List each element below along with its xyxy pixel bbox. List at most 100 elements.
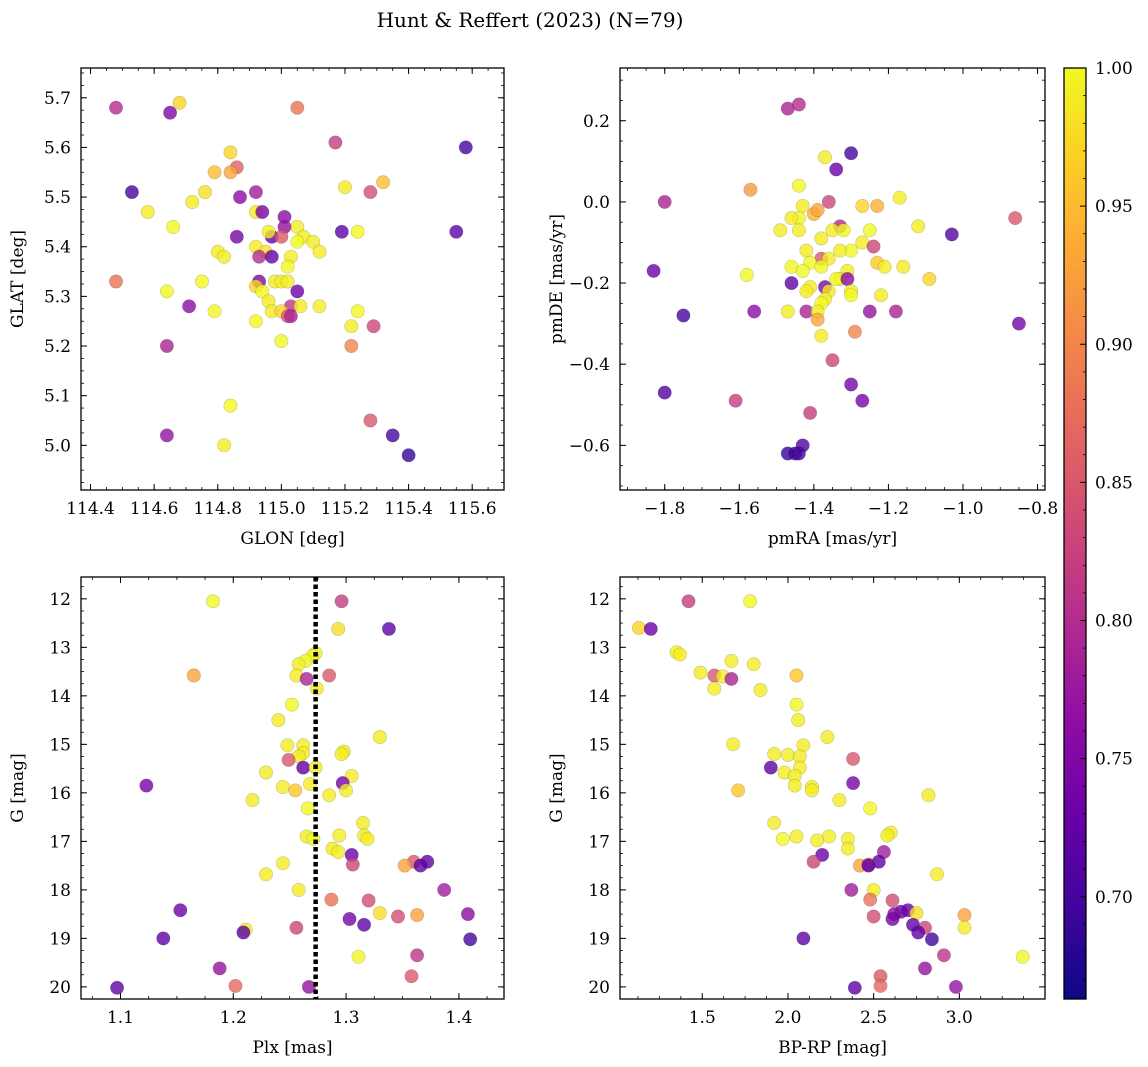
scatter-point bbox=[707, 681, 722, 696]
scatter-point bbox=[873, 978, 888, 993]
y-tick-label: 5.0 bbox=[44, 436, 71, 456]
scatter-point bbox=[795, 263, 810, 278]
scatter-point bbox=[657, 194, 672, 209]
scatter-point bbox=[631, 620, 646, 635]
scatter-point bbox=[799, 284, 814, 299]
scatter-point bbox=[789, 668, 804, 683]
scatter-point bbox=[892, 190, 907, 205]
y-tick-label: 12 bbox=[49, 590, 71, 610]
colorbar-frame bbox=[1063, 67, 1087, 1000]
colorbar-tick-label: 0.90 bbox=[1095, 335, 1133, 355]
scatter-point bbox=[261, 224, 276, 239]
scatter-point bbox=[228, 978, 243, 993]
scatter-point bbox=[911, 219, 926, 234]
x-tick-label: 115.0 bbox=[257, 499, 306, 519]
scatter-point bbox=[820, 730, 835, 745]
scatter-point bbox=[1008, 211, 1023, 226]
scatter-point bbox=[676, 308, 691, 323]
scatter-point bbox=[140, 205, 155, 220]
x-tick-label: 1.2 bbox=[220, 1008, 247, 1028]
scatter-point bbox=[312, 244, 327, 259]
scatter-point bbox=[1015, 949, 1030, 964]
scatter-point bbox=[817, 150, 832, 165]
y-axis-label: pmDE [mas/yr] bbox=[547, 214, 567, 344]
y-tick-label: 5.2 bbox=[44, 337, 71, 357]
x-tick-label: 2.0 bbox=[774, 1008, 801, 1028]
scatter-point bbox=[372, 906, 387, 921]
scatter-point bbox=[334, 224, 349, 239]
scatter-point bbox=[337, 180, 352, 195]
scatter-point bbox=[747, 304, 762, 319]
scatter-point bbox=[957, 908, 972, 923]
scatter-point bbox=[322, 668, 337, 683]
scatter-point bbox=[198, 185, 213, 200]
scatter-point bbox=[789, 697, 804, 712]
scatter-point bbox=[288, 783, 303, 798]
scatter-point bbox=[806, 854, 821, 869]
scatter-point bbox=[355, 815, 370, 830]
scatter-point bbox=[173, 903, 188, 918]
scatter-point bbox=[186, 668, 201, 683]
scatter-point bbox=[846, 776, 861, 791]
scatter-point bbox=[334, 594, 349, 609]
y-tick-label: 18 bbox=[49, 881, 71, 901]
scatter-point bbox=[862, 223, 877, 238]
scatter-point bbox=[836, 223, 851, 238]
y-tick-label: 16 bbox=[588, 784, 610, 804]
figure-title: Hunt & Reffert (2023) (N=79) bbox=[377, 8, 684, 32]
scatter-point bbox=[814, 259, 829, 274]
scatter-point bbox=[921, 788, 936, 803]
scatter-point bbox=[212, 961, 227, 976]
scatter-point bbox=[207, 165, 222, 180]
panel-plx-g: 1.1 1.2 1.3 1.4 12 13 14 15 16 17 18 19 20 Plx [mas] G… bbox=[8, 576, 505, 1058]
scatter-point bbox=[825, 353, 840, 368]
scatter-point bbox=[449, 224, 464, 239]
y-tick-label: 0.0 bbox=[583, 193, 610, 213]
scatter-point bbox=[284, 697, 299, 712]
scatter-point bbox=[206, 594, 221, 609]
scatter-point bbox=[844, 377, 859, 392]
scatter-point bbox=[896, 259, 911, 274]
x-tick-label: −0.8 bbox=[1017, 499, 1058, 519]
scatter-point bbox=[139, 778, 154, 793]
scatter-point bbox=[753, 682, 768, 697]
scatter-point bbox=[885, 893, 900, 908]
scatter-point bbox=[223, 398, 238, 413]
scatter-point bbox=[361, 893, 376, 908]
scatter-point bbox=[381, 621, 396, 636]
x-tick-label: −1.8 bbox=[644, 499, 685, 519]
scatter-point bbox=[223, 165, 238, 180]
scatter-point bbox=[929, 867, 944, 882]
scatter-point bbox=[293, 299, 308, 314]
scatter-point bbox=[401, 448, 416, 463]
scatter-point bbox=[847, 980, 862, 995]
scatter-point bbox=[784, 211, 799, 226]
scatter-point bbox=[332, 828, 347, 843]
scatter-point bbox=[280, 738, 295, 753]
scatter-point bbox=[870, 199, 885, 214]
x-tick-label: 115.6 bbox=[448, 499, 497, 519]
scatter-point bbox=[767, 746, 782, 761]
y-axis-label: GLAT [deg] bbox=[8, 230, 28, 328]
scatter-point bbox=[322, 788, 337, 803]
y-tick-label: −0.4 bbox=[569, 355, 610, 375]
scatter-point bbox=[821, 194, 836, 209]
scatter-point bbox=[803, 405, 818, 420]
x-axis-label: Plx [mas] bbox=[252, 1038, 332, 1058]
scatter-point bbox=[166, 219, 181, 234]
scatter-point bbox=[185, 195, 200, 210]
panel-bprp-g: 1.5 2.0 2.5 3.0 12 13 14 15 16 17 18 19 20 BP-RP [mag… bbox=[547, 576, 1046, 1058]
scatter-point bbox=[290, 284, 305, 299]
scatter-point bbox=[301, 979, 316, 994]
scatter-point bbox=[460, 907, 475, 922]
y-axis-label: G [mag] bbox=[547, 753, 567, 822]
scatter-point bbox=[746, 657, 761, 672]
scatter-point bbox=[924, 932, 939, 947]
colorbar-tick-label: 0.85 bbox=[1095, 473, 1133, 493]
scatter-point bbox=[258, 867, 273, 882]
scatter-point bbox=[300, 801, 315, 816]
scatter-point bbox=[791, 178, 806, 193]
scatter-point bbox=[372, 730, 387, 745]
scatter-point bbox=[363, 185, 378, 200]
scatter-point bbox=[789, 829, 804, 844]
